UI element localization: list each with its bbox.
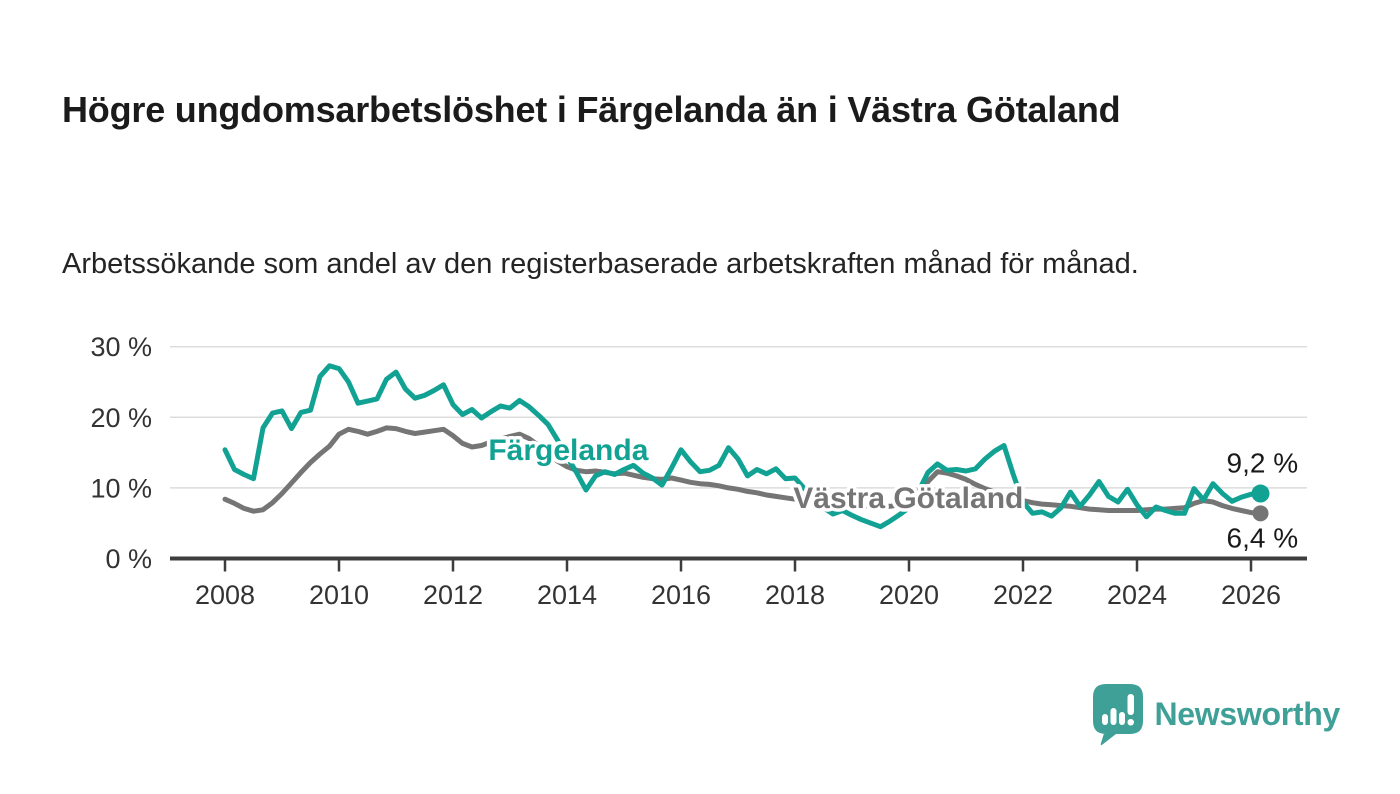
series-inline-label: Västra Götaland: [793, 482, 1023, 515]
x-tick-label: 2020: [879, 580, 939, 610]
chart-canvas: 0 % 10 % 20 % 30 % 2008 2010 2012 2014 2016 2018 2…: [90, 332, 1307, 610]
y-tick-label: 30 %: [90, 332, 152, 362]
x-tick-label: 2016: [651, 580, 711, 610]
x-tick-label: 2022: [993, 580, 1053, 610]
x-tick-label: 2024: [1107, 580, 1167, 610]
y-tick-label: 0 %: [105, 544, 152, 574]
x-tick-label: 2014: [537, 580, 597, 610]
chart-subtitle: Arbetssökande som andel av den registerb…: [62, 248, 1139, 280]
y-tick-label: 10 %: [90, 473, 152, 503]
newsworthy-bubble-chart-icon: [1092, 684, 1143, 746]
newsworthy-wordmark: Newsworthy: [1154, 695, 1341, 732]
y-tick-label: 20 %: [90, 403, 152, 433]
end-value-label: 9,2 %: [1227, 448, 1299, 479]
x-tick-label: 2012: [423, 580, 483, 610]
page-title: Högre ungdomsarbetslöshet i Färgelanda ä…: [62, 89, 1121, 131]
x-tick-label: 2008: [195, 580, 255, 610]
line-chart: 0 % 10 % 20 % 30 % 2008 2010 2012 2014 2016 2018 2…: [0, 318, 1400, 638]
x-tick-label: 2010: [309, 580, 369, 610]
end-value-label: 6,4 %: [1227, 522, 1299, 553]
newsworthy-logo: Newsworthy: [1091, 682, 1341, 746]
series-inline-label: Färgelanda: [488, 434, 648, 467]
x-tick-label: 2026: [1221, 580, 1281, 610]
x-tick-label: 2018: [765, 580, 825, 610]
